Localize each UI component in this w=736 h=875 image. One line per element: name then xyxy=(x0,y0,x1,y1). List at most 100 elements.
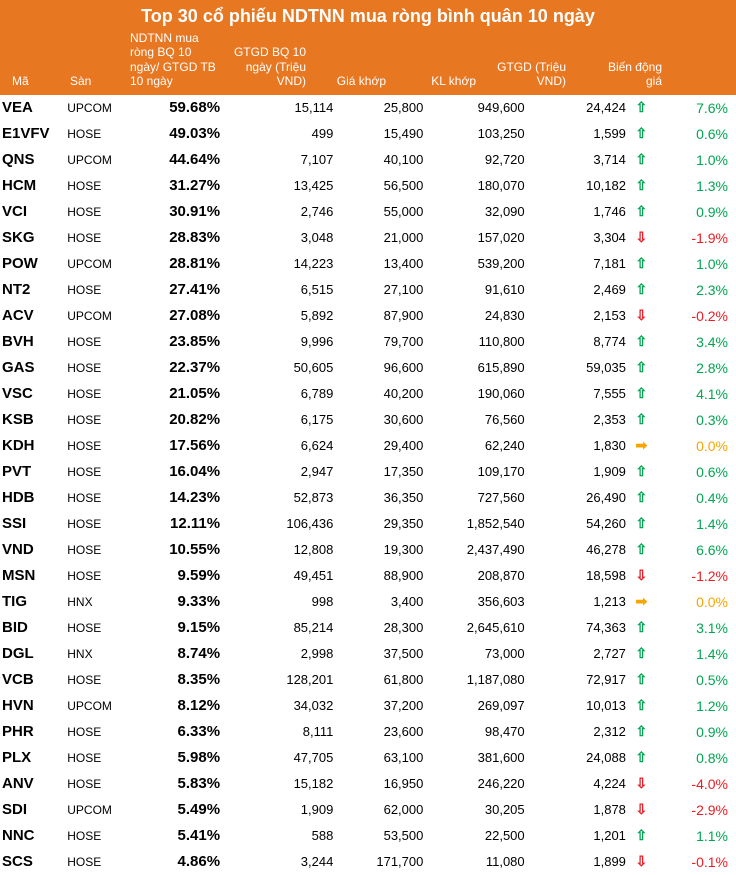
cell-kl: 24,830 xyxy=(425,303,526,329)
cell-gtgdbq: 8,111 xyxy=(234,719,335,745)
table-row: PLXHOSE5.98%47,70563,100381,60024,0880.8… xyxy=(0,745,736,771)
cell-gia: 21,000 xyxy=(335,225,425,251)
cell-san: UPCOM xyxy=(65,251,133,277)
arrow-icon xyxy=(628,381,655,407)
col-gtgd: GTGD (Triệu VND) xyxy=(478,60,568,89)
cell-pct: 12.11% xyxy=(133,511,234,537)
cell-pct: 44.64% xyxy=(133,147,234,173)
table-row: SCSHOSE4.86%3,244171,70011,0801,899-0.1% xyxy=(0,849,736,875)
cell-gia: 29,350 xyxy=(335,511,425,537)
cell-san: HOSE xyxy=(65,121,133,147)
arrow-icon xyxy=(628,329,655,355)
cell-pct: 27.41% xyxy=(133,277,234,303)
table-row: KSBHOSE20.82%6,17530,60076,5602,3530.3% xyxy=(0,407,736,433)
cell-gtgd: 2,153 xyxy=(527,303,628,329)
cell-chg: 3.4% xyxy=(655,329,736,355)
col-chg: Biến động giá xyxy=(592,60,664,89)
col-san: Sàn xyxy=(68,74,128,88)
cell-ma: SKG xyxy=(0,225,65,251)
cell-san: UPCOM xyxy=(65,797,133,823)
col-gtgdbq: GTGD BQ 10 ngày (Triệu VND) xyxy=(218,45,308,88)
arrow-icon xyxy=(628,485,655,511)
cell-san: HOSE xyxy=(65,771,133,797)
cell-gia: 40,100 xyxy=(335,147,425,173)
cell-kl: 356,603 xyxy=(425,589,526,615)
cell-gia: 36,350 xyxy=(335,485,425,511)
cell-kl: 103,250 xyxy=(425,121,526,147)
cell-gia: 16,950 xyxy=(335,771,425,797)
cell-gtgdbq: 6,175 xyxy=(234,407,335,433)
cell-san: HOSE xyxy=(65,459,133,485)
table-title: Top 30 cổ phiếu NDTNN mua ròng bình quân… xyxy=(10,6,726,27)
table-row: BVHHOSE23.85%9,99679,700110,8008,7743.4% xyxy=(0,329,736,355)
cell-kl: 190,060 xyxy=(425,381,526,407)
cell-san: HOSE xyxy=(65,329,133,355)
cell-ma: HVN xyxy=(0,693,65,719)
cell-kl: 22,500 xyxy=(425,823,526,849)
cell-gtgdbq: 3,244 xyxy=(234,849,335,875)
cell-pct: 22.37% xyxy=(133,355,234,381)
cell-gia: 13,400 xyxy=(335,251,425,277)
cell-san: HOSE xyxy=(65,225,133,251)
cell-gtgdbq: 3,048 xyxy=(234,225,335,251)
arrow-icon xyxy=(628,589,655,615)
table-row: VCBHOSE8.35%128,20161,8001,187,08072,917… xyxy=(0,667,736,693)
arrow-icon xyxy=(628,303,655,329)
cell-gtgd: 18,598 xyxy=(527,563,628,589)
cell-chg: 1.2% xyxy=(655,693,736,719)
cell-gia: 29,400 xyxy=(335,433,425,459)
cell-pct: 8.12% xyxy=(133,693,234,719)
arrow-icon xyxy=(628,225,655,251)
cell-chg: 2.3% xyxy=(655,277,736,303)
cell-pct: 8.35% xyxy=(133,667,234,693)
cell-kl: 157,020 xyxy=(425,225,526,251)
cell-san: HOSE xyxy=(65,381,133,407)
cell-gia: 55,000 xyxy=(335,199,425,225)
cell-kl: 949,600 xyxy=(425,95,526,121)
table-row: VSCHOSE21.05%6,78940,200190,0607,5554.1% xyxy=(0,381,736,407)
cell-ma: E1VFV xyxy=(0,121,65,147)
table-row: E1VFVHOSE49.03%49915,490103,2501,5990.6% xyxy=(0,121,736,147)
cell-gtgd: 3,304 xyxy=(527,225,628,251)
cell-gtgdbq: 47,705 xyxy=(234,745,335,771)
cell-san: HOSE xyxy=(65,199,133,225)
cell-ma: DGL xyxy=(0,641,65,667)
arrow-icon xyxy=(628,277,655,303)
cell-san: HOSE xyxy=(65,745,133,771)
arrow-icon xyxy=(628,433,655,459)
cell-gia: 28,300 xyxy=(335,615,425,641)
cell-gtgd: 1,909 xyxy=(527,459,628,485)
cell-ma: KSB xyxy=(0,407,65,433)
cell-gia: 3,400 xyxy=(335,589,425,615)
cell-gia: 171,700 xyxy=(335,849,425,875)
cell-chg: 1.0% xyxy=(655,147,736,173)
cell-gtgdbq: 34,032 xyxy=(234,693,335,719)
cell-gia: 23,600 xyxy=(335,719,425,745)
cell-gia: 79,700 xyxy=(335,329,425,355)
table-row: SSIHOSE12.11%106,43629,3501,852,54054,26… xyxy=(0,511,736,537)
cell-pct: 49.03% xyxy=(133,121,234,147)
cell-kl: 76,560 xyxy=(425,407,526,433)
cell-kl: 246,220 xyxy=(425,771,526,797)
cell-kl: 2,645,610 xyxy=(425,615,526,641)
cell-gtgdbq: 50,605 xyxy=(234,355,335,381)
cell-pct: 9.15% xyxy=(133,615,234,641)
table-row: POWUPCOM28.81%14,22313,400539,2007,1811.… xyxy=(0,251,736,277)
cell-gia: 62,000 xyxy=(335,797,425,823)
cell-chg: 1.1% xyxy=(655,823,736,849)
cell-gtgd: 2,469 xyxy=(527,277,628,303)
cell-san: HOSE xyxy=(65,615,133,641)
cell-pct: 4.86% xyxy=(133,849,234,875)
cell-pct: 5.98% xyxy=(133,745,234,771)
arrow-icon xyxy=(628,563,655,589)
cell-san: UPCOM xyxy=(65,303,133,329)
table-row: NT2HOSE27.41%6,51527,10091,6102,4692.3% xyxy=(0,277,736,303)
cell-gia: 96,600 xyxy=(335,355,425,381)
cell-gtgd: 24,088 xyxy=(527,745,628,771)
cell-san: HOSE xyxy=(65,485,133,511)
cell-gtgdbq: 5,892 xyxy=(234,303,335,329)
arrow-icon xyxy=(628,693,655,719)
cell-ma: VCI xyxy=(0,199,65,225)
cell-pct: 14.23% xyxy=(133,485,234,511)
cell-chg: 7.6% xyxy=(655,95,736,121)
